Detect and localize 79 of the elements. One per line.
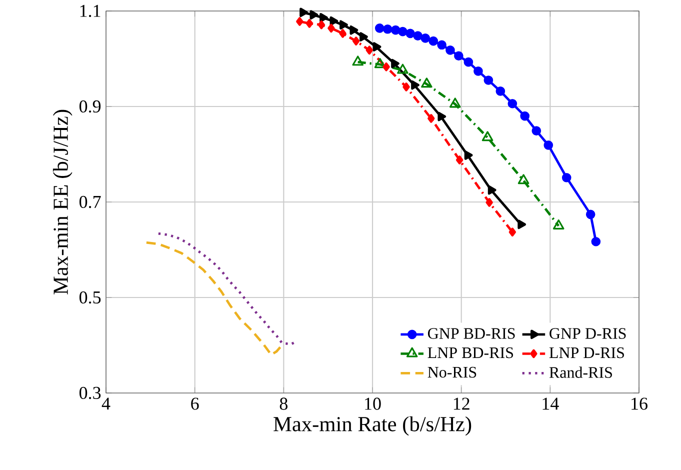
x-tick-label: 16 xyxy=(632,398,648,410)
point xyxy=(306,19,314,28)
point xyxy=(437,40,446,50)
point xyxy=(296,17,304,26)
point xyxy=(449,98,461,108)
point xyxy=(402,82,410,92)
point xyxy=(421,78,432,88)
point xyxy=(310,10,318,20)
point xyxy=(397,64,408,74)
point xyxy=(428,36,438,46)
point xyxy=(464,57,474,67)
x-tick-label: 10 xyxy=(365,398,381,410)
legend-label: LNP BD-RIS xyxy=(428,347,513,358)
point xyxy=(372,42,382,52)
point xyxy=(438,112,446,122)
legend-label: No-RIS xyxy=(428,366,476,378)
point xyxy=(382,24,392,34)
point xyxy=(428,114,435,123)
point xyxy=(446,45,455,55)
point xyxy=(518,174,530,184)
y-tick-label: 0.5 xyxy=(79,291,101,304)
point xyxy=(454,51,464,61)
x-tick-label: 14 xyxy=(542,398,559,410)
point xyxy=(562,172,572,182)
legend-label: Rand-RIS xyxy=(549,366,612,378)
x-tick-label: 6 xyxy=(191,398,199,410)
point xyxy=(518,220,526,230)
point xyxy=(508,228,516,236)
y-tick-label: 1.1 xyxy=(80,4,100,18)
point xyxy=(366,46,373,55)
point xyxy=(488,185,496,195)
point xyxy=(413,31,422,40)
point xyxy=(464,150,473,160)
point xyxy=(360,32,368,42)
point xyxy=(532,126,542,136)
point xyxy=(544,140,554,150)
point xyxy=(352,36,360,46)
point xyxy=(486,198,493,207)
line-series xyxy=(145,241,284,356)
x-tick-label: 4 xyxy=(102,398,110,410)
point xyxy=(456,156,464,164)
point xyxy=(586,210,596,220)
point xyxy=(330,16,338,26)
point xyxy=(420,34,430,43)
point xyxy=(520,111,530,121)
point xyxy=(398,26,408,36)
y-tick-label: 0.3 xyxy=(79,386,101,400)
point xyxy=(411,80,420,90)
point xyxy=(591,236,601,246)
line-series xyxy=(157,232,297,346)
point xyxy=(318,20,326,30)
y-tick-label: 0.7 xyxy=(79,196,101,208)
point xyxy=(374,58,386,68)
point xyxy=(328,24,335,33)
legend-label: GNP D-RIS xyxy=(550,328,626,339)
point xyxy=(382,62,390,72)
point xyxy=(350,25,358,35)
point xyxy=(552,219,564,230)
x-axis-title: Max-min Rate (b/s/Hz) xyxy=(274,416,472,436)
point xyxy=(374,24,384,33)
point xyxy=(508,98,518,108)
point xyxy=(339,29,346,38)
point xyxy=(406,28,415,38)
x-tick-label: 8 xyxy=(280,398,288,410)
y-axis-title: Max-min EE (b/J/Hz) xyxy=(52,110,72,294)
point xyxy=(484,76,494,85)
point xyxy=(320,13,328,22)
point xyxy=(390,25,400,35)
y-tick-label: 0.9 xyxy=(79,100,101,113)
legend-label: GNP BD-RIS xyxy=(428,328,515,339)
point xyxy=(300,8,308,18)
point xyxy=(391,58,400,68)
point xyxy=(474,66,483,76)
x-tick-label: 12 xyxy=(454,398,470,410)
point xyxy=(482,131,494,142)
point xyxy=(340,20,348,30)
point xyxy=(496,86,506,96)
legend-label: LNP D-RIS xyxy=(549,347,624,358)
point xyxy=(352,56,364,66)
